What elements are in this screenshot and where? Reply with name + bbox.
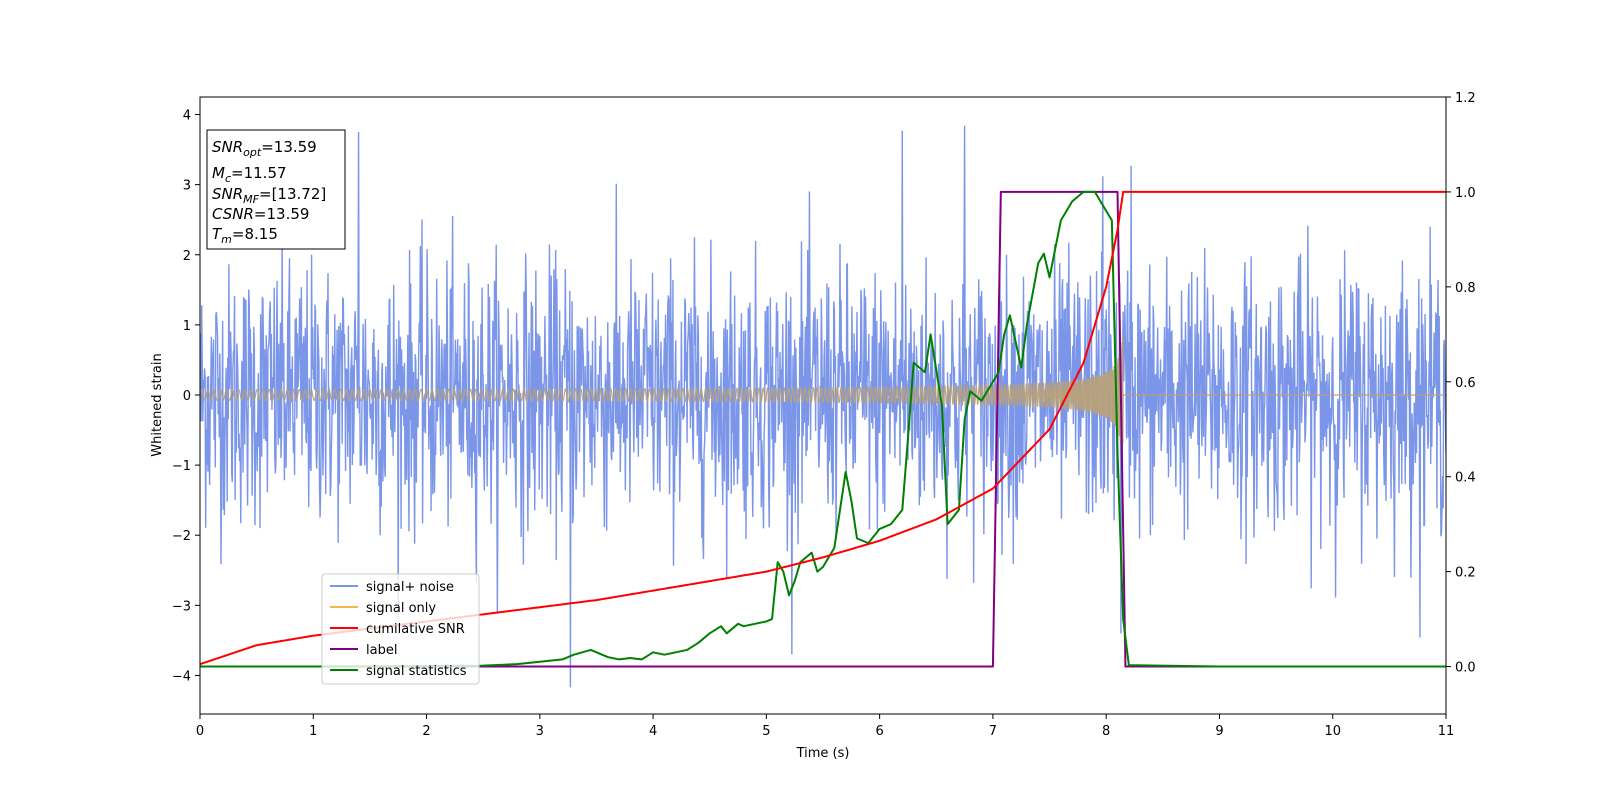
y-left-tick-label: 4	[183, 109, 191, 124]
x-tick-label: 10	[1324, 724, 1341, 739]
legend-label: signal+ noise	[366, 580, 454, 595]
info-line: SNRMF=[13.72]	[212, 185, 326, 206]
x-tick-label: 4	[649, 724, 657, 739]
y-right-tick-label: 0.8	[1455, 281, 1476, 296]
x-tick-label: 6	[875, 724, 883, 739]
axis-layer: 0 1 2 3 4 5 6 7 8 9 10 11 −4 −3 −2 −1 0 1 2 3 4 0.0 0.2 0.4 0.6 0…	[172, 91, 1476, 739]
x-tick-label: 9	[1215, 724, 1223, 739]
y-right-tick-label: 0.2	[1455, 566, 1476, 581]
y-right-tick-label: 0.0	[1455, 661, 1476, 676]
info-box-frame	[206, 129, 346, 250]
legend: signal+ noise signal only cumilative SNR la…	[321, 573, 480, 685]
series-signal-only	[200, 333, 1446, 446]
y-right-tick-label: 1.2	[1455, 91, 1476, 106]
info-line: Tm=8.15	[212, 225, 278, 246]
legend-label: signal only	[366, 601, 436, 616]
y-left-tick-label: 3	[183, 179, 191, 194]
y-right-tick-label: 0.4	[1455, 471, 1476, 486]
info-line: Mc=11.57	[212, 164, 287, 185]
legend-frame	[321, 573, 480, 685]
legend-label: label	[366, 643, 397, 658]
x-tick-label: 3	[536, 724, 544, 739]
y-left-tick-label: 0	[183, 389, 191, 404]
y-right-tick-label: 1.0	[1455, 186, 1476, 201]
x-tick-label: 11	[1438, 724, 1455, 739]
info-box: SNRopt=13.59 Mc=11.57SNRMF=[13.72]CSNR=13…	[206, 129, 346, 250]
x-tick-label: 8	[1102, 724, 1110, 739]
x-tick-label: 2	[422, 724, 430, 739]
y-right-tick-label: 0.6	[1455, 376, 1476, 391]
y-axis-title: Whitened strain	[150, 353, 165, 456]
legend-label: signal statistics	[366, 664, 467, 679]
x-tick-label: 5	[762, 724, 770, 739]
series-signal-noise	[200, 125, 1446, 688]
y-left-tick-label: 2	[183, 249, 191, 264]
plot-frame	[199, 96, 1447, 715]
y-left-tick-label: −3	[172, 599, 191, 614]
y-left-tick-label: 1	[183, 319, 191, 334]
series-signal-statistics	[200, 190, 1446, 668]
x-tick-label: 7	[989, 724, 997, 739]
info-line: CSNR=13.59	[212, 205, 309, 223]
x-axis-title: Time (s)	[796, 746, 850, 761]
y-left-tick-label: −4	[172, 669, 191, 684]
legend-label: cumilative SNR	[366, 622, 465, 637]
x-tick-label: 0	[196, 724, 204, 739]
series-layer	[200, 125, 1446, 688]
x-tick-label: 1	[309, 724, 317, 739]
info-line: SNRopt=13.59	[212, 138, 317, 159]
y-left-tick-label: −2	[172, 529, 191, 544]
y-left-tick-label: −1	[172, 459, 191, 474]
